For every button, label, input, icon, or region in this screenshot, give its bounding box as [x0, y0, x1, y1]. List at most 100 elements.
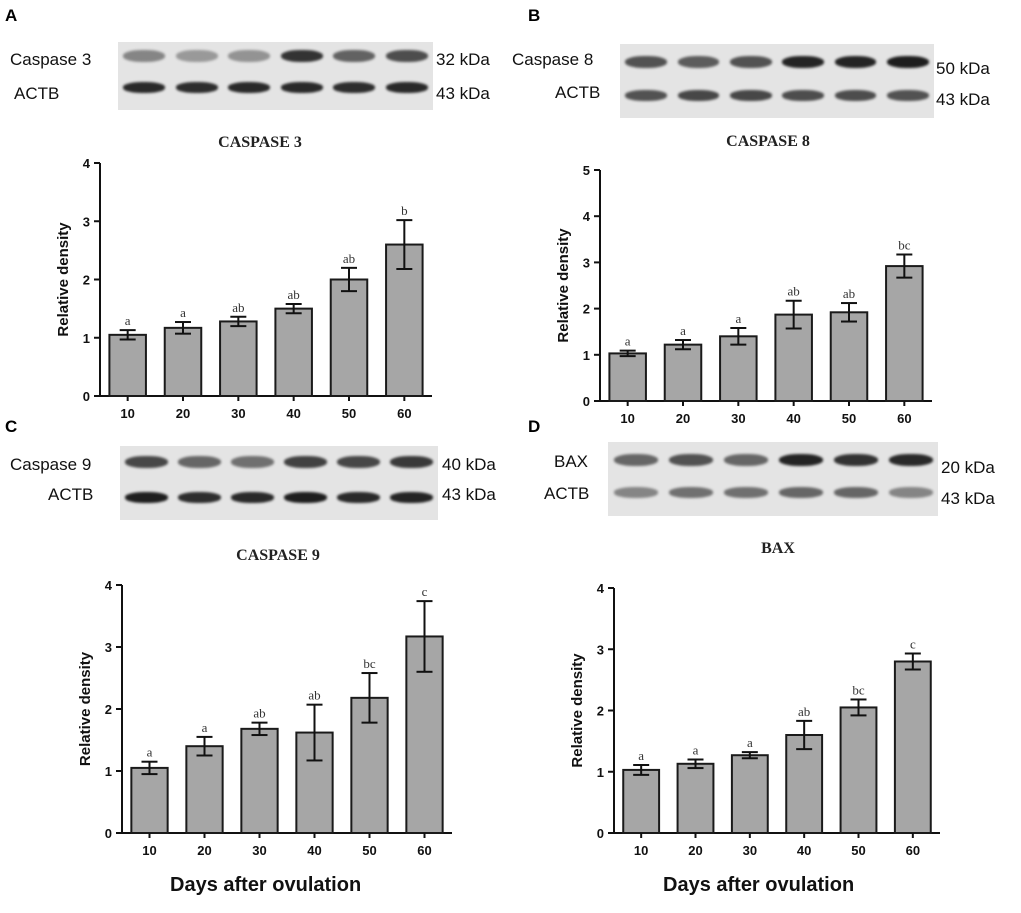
significance-label: b — [401, 203, 408, 218]
y-tick-label: 3 — [83, 214, 90, 229]
significance-label: bc — [898, 238, 911, 253]
significance-label: ab — [798, 704, 810, 719]
x-tick-label: 20 — [676, 411, 690, 426]
y-axis-label: Relative density — [555, 228, 572, 343]
blot-band — [228, 50, 271, 62]
blot-band — [175, 82, 218, 93]
y-tick-label: 1 — [105, 764, 112, 779]
significance-label: ab — [343, 251, 355, 266]
blot-band — [390, 492, 433, 503]
blot-band — [125, 492, 168, 503]
blot-d-row2-label: ACTB — [544, 484, 590, 503]
y-axis-label: Relative density — [55, 222, 72, 337]
x-tick-label: 10 — [142, 843, 156, 858]
blot-band — [123, 50, 166, 62]
x-tick-label: 60 — [897, 411, 911, 426]
bar — [274, 307, 313, 397]
x-tick-label: 20 — [197, 843, 211, 858]
blot-d-row2-kda: 43 kDa — [941, 489, 995, 508]
blot-d-row1-label: BAX — [554, 452, 589, 471]
blot-band — [613, 487, 658, 498]
panel-letter-a: A — [5, 6, 18, 25]
y-tick-label: 0 — [105, 826, 112, 841]
chart-title: CASPASE 8 — [726, 133, 810, 150]
blot-band — [175, 50, 218, 62]
chart-group-1: CASPASE 8 0 1 2 3 4 5 Relative density a 10 a 20 a 30… — [555, 133, 932, 426]
blot-band — [178, 456, 221, 468]
significance-label: a — [680, 323, 686, 338]
bar — [240, 727, 279, 835]
x-tick-label: 60 — [906, 843, 920, 858]
blot-band — [833, 454, 878, 466]
x-tick-label: 30 — [252, 843, 266, 858]
blot-band — [337, 456, 380, 468]
blot-b-row2-kda: 43 kDa — [936, 90, 990, 109]
blot-band — [385, 82, 428, 93]
blot-c-row1-kda: 40 kDa — [442, 455, 496, 474]
y-tick-label: 0 — [583, 394, 590, 409]
blot-band — [625, 56, 668, 68]
blot-band — [834, 56, 877, 68]
blot-band — [333, 82, 376, 93]
blot-b-row2-label: ACTB — [555, 83, 601, 102]
blot-band — [778, 454, 823, 466]
x-tick-label: 40 — [307, 843, 321, 858]
blot-band — [337, 492, 380, 503]
blot-band — [228, 82, 271, 93]
significance-label: bc — [363, 656, 376, 671]
blot-band — [625, 90, 668, 101]
blot-band — [123, 82, 166, 93]
blot-band — [677, 90, 720, 101]
bar — [829, 311, 869, 402]
y-tick-label: 2 — [83, 273, 90, 288]
blot-band — [886, 56, 929, 68]
x-tick-label: 40 — [797, 843, 811, 858]
y-tick-label: 4 — [105, 578, 113, 593]
x-tick-label: 30 — [743, 843, 757, 858]
blot-band — [888, 487, 933, 498]
significance-label: ab — [788, 284, 800, 299]
blot-band — [782, 90, 825, 101]
x-tick-label: 30 — [731, 411, 745, 426]
significance-label: c — [910, 637, 916, 652]
blot-band — [390, 456, 433, 468]
x-tick-label: 50 — [362, 843, 376, 858]
significance-label: a — [625, 334, 631, 349]
x-axis-title-d: Days after ovulation — [663, 874, 855, 896]
x-tick-label: 10 — [634, 843, 648, 858]
blot-b-row1-label: Caspase 8 — [512, 50, 594, 69]
blot-c-row1-label: Caspase 9 — [10, 455, 92, 474]
significance-label: c — [422, 584, 428, 599]
significance-label: ab — [288, 287, 300, 302]
bar — [719, 335, 758, 403]
chart-title: CASPASE 9 — [236, 547, 320, 564]
blot-band — [231, 456, 274, 468]
blot-a-row1-label: Caspase 3 — [10, 50, 92, 69]
bar — [329, 278, 369, 397]
western-blot-b — [620, 44, 934, 118]
bar — [885, 265, 924, 403]
blot-band — [333, 50, 376, 62]
significance-label: a — [202, 720, 208, 735]
bar — [608, 352, 647, 402]
chart-group-2: CASPASE 9 0 1 2 3 4 Relative density a 10 a 20 ab 30… — [77, 547, 452, 858]
chart-group-0: CASPASE 3 0 1 2 3 4 Relative density a 10 a 20 ab 30… — [55, 134, 432, 421]
x-tick-label: 10 — [120, 406, 134, 421]
blot-c-row2-label: ACTB — [48, 485, 94, 504]
significance-label: a — [747, 735, 753, 750]
panel-letter-b: B — [528, 6, 541, 25]
blot-a-row1-kda: 32 kDa — [436, 50, 490, 69]
x-tick-label: 30 — [231, 406, 245, 421]
bar — [663, 343, 703, 402]
bar — [108, 333, 147, 397]
x-tick-label: 10 — [620, 411, 634, 426]
y-tick-label: 0 — [83, 389, 90, 404]
y-tick-label: 2 — [105, 702, 112, 717]
blot-band — [284, 492, 327, 503]
blot-band — [385, 50, 428, 62]
y-tick-label: 2 — [583, 302, 590, 317]
x-tick-label: 50 — [342, 406, 356, 421]
blot-band — [280, 50, 323, 62]
bar — [893, 660, 932, 834]
